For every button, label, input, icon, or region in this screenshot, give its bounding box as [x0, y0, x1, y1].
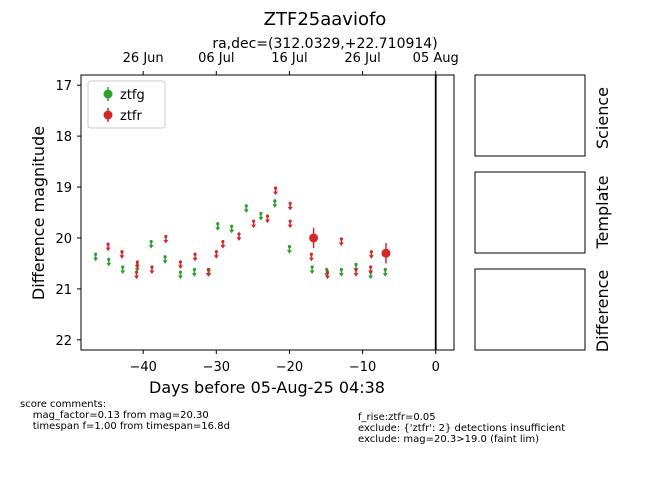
- upper-limit-marker: [243, 204, 249, 213]
- upper-limit-marker: [324, 270, 330, 280]
- upper-limit-marker: [368, 265, 374, 275]
- upper-limit-marker: [287, 219, 293, 229]
- upper-limit-marker: [272, 199, 278, 208]
- upper-limit-marker: [177, 260, 183, 269]
- y-tick-label: 17: [55, 79, 72, 94]
- top-tick-label: 26 Jul: [344, 51, 380, 66]
- legend-label: ztfg: [120, 88, 145, 103]
- upper-limit-marker: [236, 232, 242, 241]
- template-label: Template: [593, 175, 612, 249]
- legend: ztfg ztfr: [87, 80, 166, 129]
- science-label: Science: [593, 87, 612, 149]
- top-tick-label: 16 Jul: [271, 51, 307, 66]
- upper-limit-marker: [382, 267, 388, 277]
- top-tick-label: 06 Jul: [198, 51, 234, 66]
- upper-limit-marker: [134, 270, 140, 280]
- upper-limit-marker: [338, 237, 344, 247]
- upper-limit-marker: [287, 201, 293, 211]
- upper-limit-marker: [191, 267, 197, 277]
- x-tick-label: −10: [349, 360, 376, 375]
- x-tick-label: 0: [432, 360, 440, 375]
- x-tick-label: −20: [276, 360, 303, 375]
- plot-area: [80, 74, 455, 351]
- y-tick-label: 18: [55, 130, 72, 145]
- y-axis-label: Difference magnitude: [29, 126, 48, 300]
- legend-marker-dot: [103, 89, 113, 99]
- upper-limit-marker: [368, 250, 374, 259]
- exclusion-comments: f_rise:ztfr=0.05 exclude: {'ztfr': 2} de…: [358, 412, 566, 445]
- x-axis: −40 −30 −20 −10 0: [129, 350, 440, 375]
- upper-limit-marker: [258, 211, 264, 221]
- upper-limit-marker: [286, 245, 292, 254]
- x-axis-label: Days before 05-Aug-25 04:38: [149, 378, 385, 397]
- science-panel: [474, 74, 586, 157]
- x-tick-label: −40: [129, 360, 156, 375]
- y-tick-label: 22: [55, 334, 72, 349]
- upper-limit-marker: [229, 224, 235, 234]
- upper-limit-marker: [265, 214, 270, 224]
- top-date-axis: 26 Jun 06 Jul 16 Jul 26 Jul 05 Aug: [123, 51, 459, 75]
- legend-marker-dot: [103, 110, 113, 120]
- upper-limit-marker: [353, 267, 359, 277]
- upper-limit-marker: [205, 267, 211, 277]
- difference-label: Difference: [593, 270, 612, 352]
- y-tick-label: 20: [55, 232, 72, 247]
- difference-panel: [474, 268, 586, 351]
- upper-limit-marker: [220, 239, 226, 249]
- upper-limit-marker: [177, 270, 183, 280]
- upper-limit-marker: [134, 260, 140, 269]
- upper-limit-marker: [163, 234, 169, 244]
- legend-item-ztfg: ztfg: [103, 87, 145, 103]
- chart-subtitle: ra,dec=(312.0329,+22.710914): [212, 36, 437, 52]
- y-axis: 17 18 19 20 21 22: [55, 79, 81, 349]
- detection-point: [381, 243, 391, 264]
- y-tick-label: 21: [55, 283, 72, 298]
- upper-limit-marker: [338, 267, 344, 277]
- upper-limit-marker: [148, 239, 154, 249]
- legend-item-ztfr: ztfr: [103, 108, 142, 124]
- upper-limit-marker: [93, 252, 99, 262]
- top-tick-label: 26 Jun: [123, 51, 164, 66]
- upper-limit-marker: [119, 250, 125, 259]
- upper-limit-marker: [105, 242, 111, 252]
- upper-limit-marker: [149, 265, 155, 275]
- x-tick-label: −30: [203, 360, 230, 375]
- upper-limit-marker: [192, 252, 198, 262]
- upper-limit-marker: [162, 255, 168, 264]
- upper-limit-marker: [273, 186, 279, 196]
- score-comments: score comments: mag_factor=0.13 from mag…: [20, 399, 230, 432]
- upper-limit-marker: [213, 250, 219, 259]
- chart-title: ZTF25aaviofo: [264, 9, 387, 30]
- template-panel: [474, 171, 586, 254]
- detection-point: [309, 227, 319, 249]
- upper-limit-marker: [309, 265, 315, 275]
- legend-label: ztfr: [120, 109, 142, 124]
- upper-limit-marker: [251, 219, 257, 229]
- upper-limit-marker: [106, 257, 112, 267]
- data-marks: [93, 75, 437, 350]
- y-tick-label: 19: [55, 181, 72, 196]
- top-tick-label: 05 Aug: [413, 51, 459, 66]
- upper-limit-marker: [215, 222, 221, 231]
- upper-limit-marker: [308, 252, 314, 262]
- upper-limit-marker: [120, 265, 126, 275]
